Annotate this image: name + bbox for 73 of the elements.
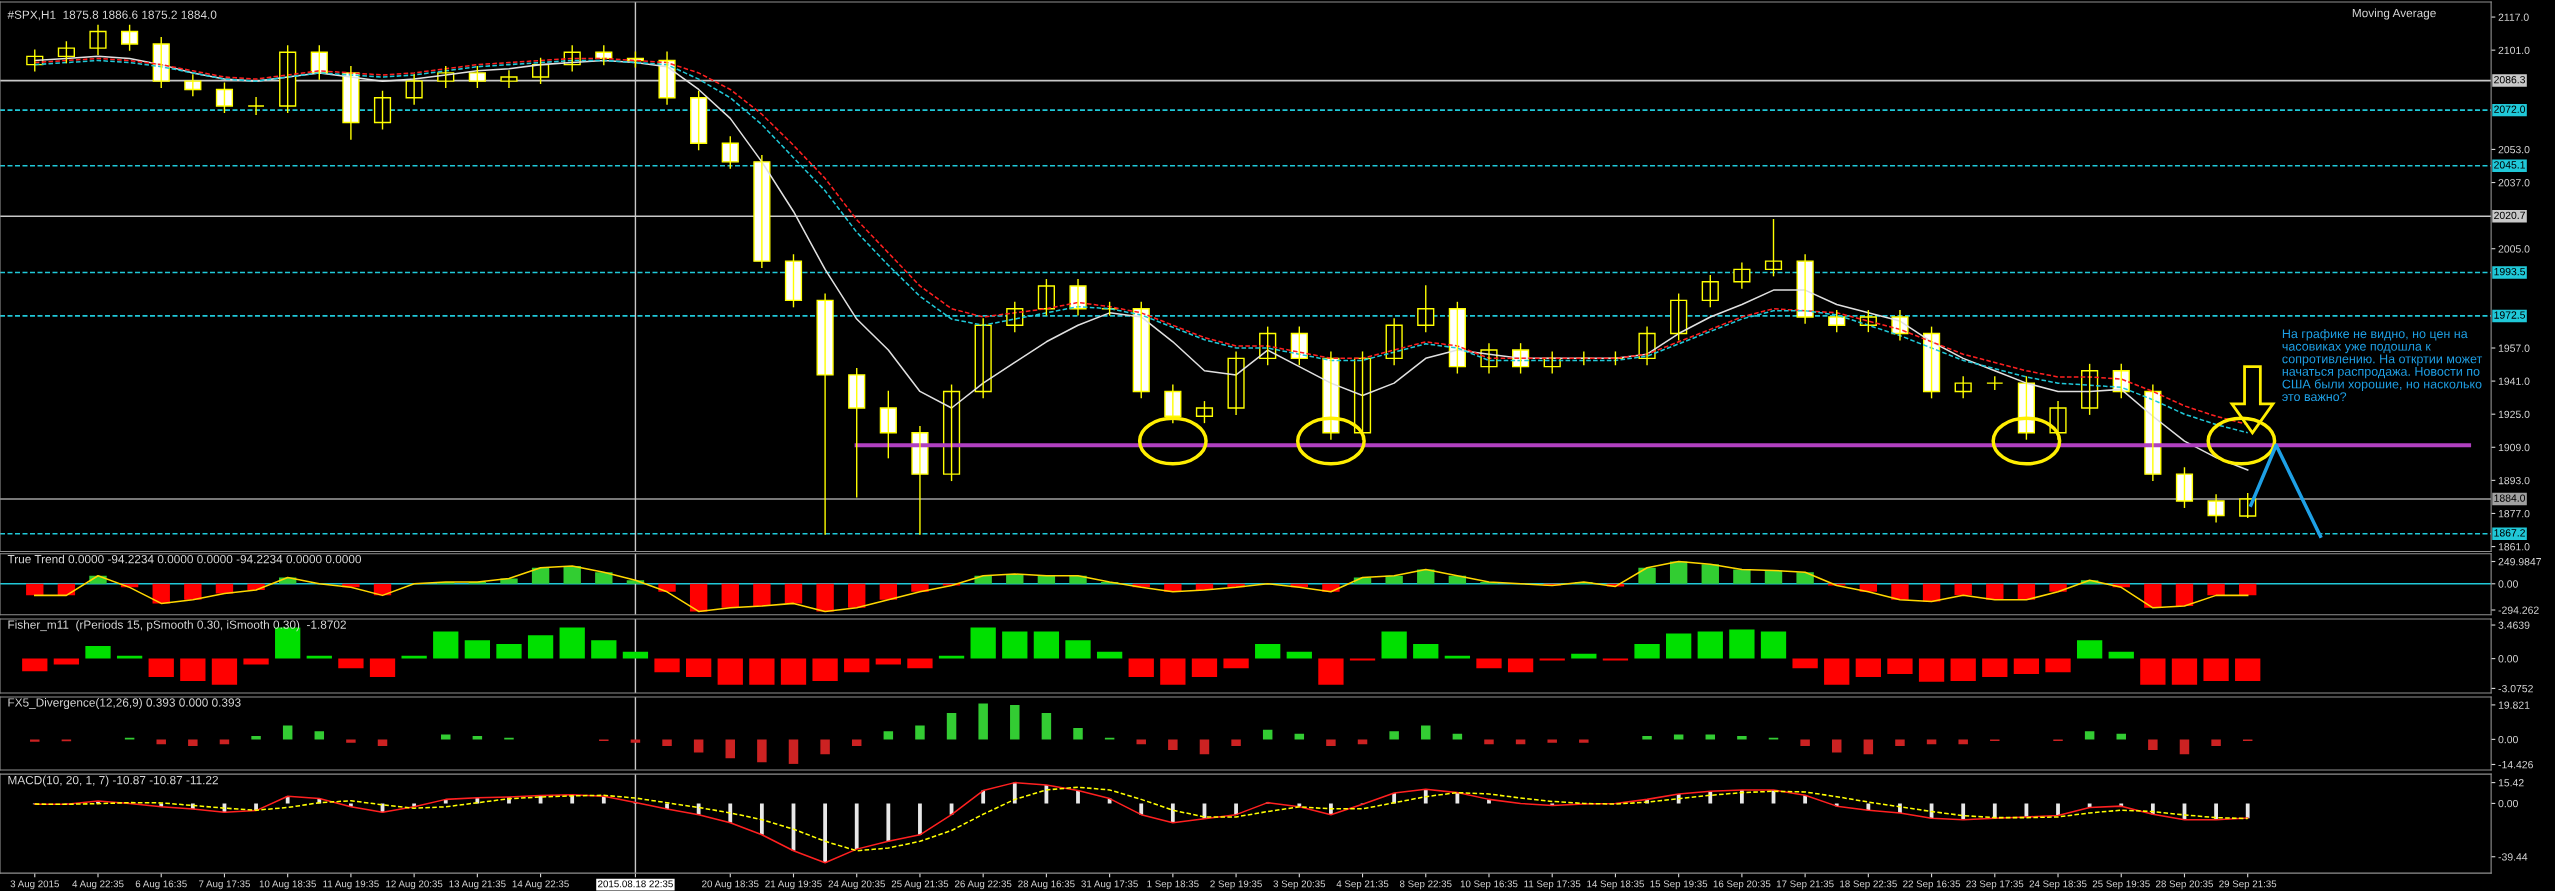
x-tick-label: 12 Aug 20:35 xyxy=(386,880,443,890)
x-tick-label: 25 Sep 19:35 xyxy=(2092,880,2150,890)
annotation: Moving Average xyxy=(2352,8,2436,20)
y-tick-label: -14.426 xyxy=(2498,760,2533,769)
text: #SPX,H1 1875.8 1886.6 1875.2 1884.0 xyxy=(7,10,217,21)
y-tick-label: 1893.0 xyxy=(2498,476,2530,485)
x-tick-label: 3 Sep 20:35 xyxy=(1273,880,1326,890)
x-tick-label: 26 Aug 22:35 xyxy=(955,880,1012,890)
y-tick-label: 3.4639 xyxy=(2498,621,2530,629)
annotation: На графике не видно, но цен на часовиках уже подошла к сопротивлению. На откртии может начаться распродажа. Новости по США были хорошие, но насколько это важно? xyxy=(2282,328,2483,402)
y-tick-label: 2037.0 xyxy=(2498,179,2530,187)
x-tick-label: 23 Sep 17:35 xyxy=(1966,880,2024,890)
y-tick-label: -3.0752 xyxy=(2498,684,2533,693)
x-tick-label: 2 Sep 19:35 xyxy=(1210,880,1262,890)
y-tick-label: 2101.0 xyxy=(2498,46,2530,55)
ref-line-label: 1993.5 xyxy=(2494,267,2526,276)
y-tick-label: 1925.0 xyxy=(2498,410,2530,419)
y-tick-label: 0.00 xyxy=(2498,799,2518,808)
x-tick-label: 22 Sep 16:35 xyxy=(1903,880,1961,890)
x-tick-label: 14 Aug 22:35 xyxy=(512,880,569,890)
ref-line-label: 2086.3 xyxy=(2494,75,2526,84)
x-tick-label: 1 Sep 18:35 xyxy=(1147,880,1199,890)
x-tick-label: 16 Sep 20:35 xyxy=(1713,880,1771,890)
x-tick-label: 15 Sep 19:35 xyxy=(1650,880,1708,890)
x-tick-label: 11 Aug 19:35 xyxy=(323,880,379,890)
y-tick-label: 2005.0 xyxy=(2498,245,2530,253)
y-tick-label: 0.00 xyxy=(2498,735,2518,744)
x-tick-label: 4 Sep 21:35 xyxy=(1336,880,1389,890)
x-tick-label: 14 Sep 18:35 xyxy=(1587,880,1644,890)
y-tick-label: 1957.0 xyxy=(2498,344,2530,352)
ref-line-label: 1884.0 xyxy=(2494,494,2526,502)
ref-line-label: 1867.2 xyxy=(2494,529,2525,537)
y-tick-label: 2117.0 xyxy=(2498,13,2529,21)
y-tick-label: 15.42 xyxy=(2498,779,2524,787)
ref-line-label: 1972.5 xyxy=(2494,311,2526,319)
ref-line-label: 2045.1 xyxy=(2494,161,2525,169)
x-tick-label: 10 Aug 18:35 xyxy=(259,880,316,890)
y-tick-label: 249.9847 xyxy=(2498,558,2541,566)
x-tick-label: 20 Aug 18:35 xyxy=(702,880,759,890)
y-tick-label: 1861.0 xyxy=(2498,543,2530,551)
x-tick-label: 3 Aug 2015 xyxy=(10,880,59,890)
x-tick-label: 6 Aug 16:35 xyxy=(135,880,187,890)
x-tick-label: 4 Aug 22:35 xyxy=(72,880,124,890)
y-tick-label: 1941.0 xyxy=(2498,377,2530,385)
x-tick-label: 24 Sep 18:35 xyxy=(2029,880,2087,890)
x-tick-label: 28 Sep 20:35 xyxy=(2156,880,2213,890)
y-tick-label: 2053.0 xyxy=(2498,145,2530,154)
x-tick-label: 25 Aug 21:35 xyxy=(891,880,949,890)
x-tick-label: 21 Aug 19:35 xyxy=(765,880,822,890)
x-tick-label: 13 Aug 21:35 xyxy=(449,880,506,890)
x-tick-label: 29 Sep 21:35 xyxy=(2219,880,2277,890)
chart-title: MACD(10, 20, 1, 7) -10.87 -10.87 -11.22 xyxy=(8,775,218,787)
chart-title: True Trend 0.0000 -94.2234 0.0000 0.0000 -94.2234 0.0000 0.0000 xyxy=(7,554,362,564)
y-tick-label: 1909.0 xyxy=(2498,443,2530,452)
ref-line-label: 2072.0 xyxy=(2494,105,2526,113)
x-tick-label: 11 Sep 17:35 xyxy=(1524,880,1581,890)
x-tick-label: 18 Sep 22:35 xyxy=(1840,880,1897,890)
x-tick-label: 8 Sep 22:35 xyxy=(1399,880,1452,890)
y-tick-label: 0.00 xyxy=(2498,580,2518,588)
y-tick-label: -39.44 xyxy=(2498,853,2528,861)
y-tick-label: 1877.0 xyxy=(2498,509,2530,518)
x-tick-label: 2015.08.18 22:35 xyxy=(598,880,673,888)
x-tick-label: 17 Sep 21:35 xyxy=(1776,880,1834,890)
y-tick-label: 0.00 xyxy=(2498,655,2518,663)
y-tick-label: -294.262 xyxy=(2498,606,2539,614)
x-tick-label: 24 Aug 20:35 xyxy=(828,880,885,890)
x-tick-label: 7 Aug 17:35 xyxy=(199,880,250,890)
ref-line-label: 2020.7 xyxy=(2494,211,2525,220)
x-tick-label: 10 Sep 16:35 xyxy=(1460,880,1518,890)
chart-title: FX5_Divergence(12,26,9) 0.393 0.000 0.393 xyxy=(8,698,241,710)
x-tick-label: 28 Aug 16:35 xyxy=(1018,880,1075,890)
x-tick-label: 31 Aug 17:35 xyxy=(1081,880,1138,890)
y-tick-label: 19.821 xyxy=(2498,701,2530,709)
